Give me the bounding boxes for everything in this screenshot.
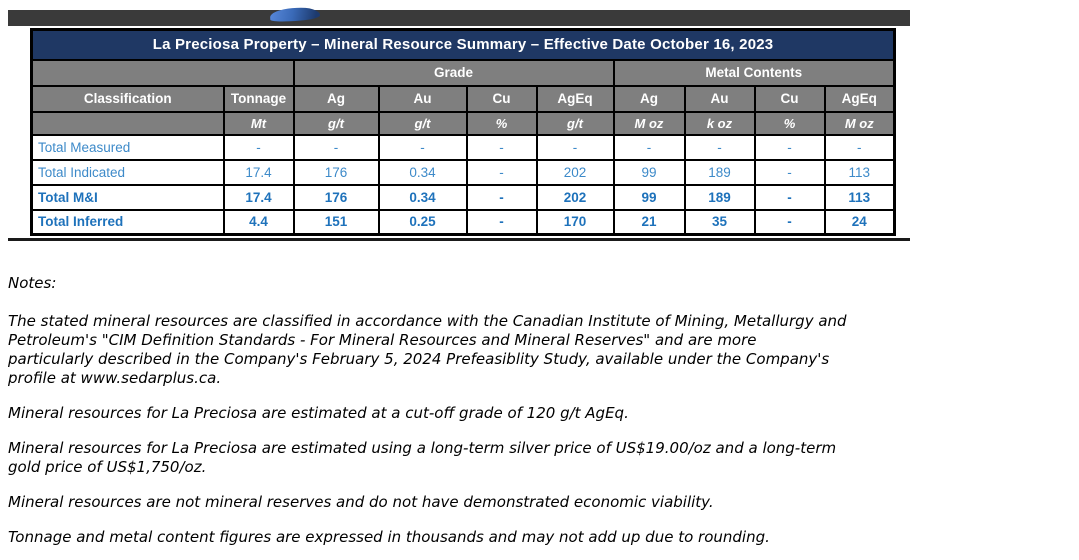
- cell-tonnage: 4.4: [222, 208, 295, 236]
- cell-grade-au: 0.34: [377, 183, 468, 211]
- cell-metal-ageq: 113: [823, 158, 896, 186]
- cell-grade-ag: -: [292, 133, 380, 161]
- header-grade-ag: Ag: [292, 84, 380, 113]
- cell-metal-au: 35: [683, 208, 756, 236]
- cell-grade-ag: 176: [292, 158, 380, 186]
- cell-grade-ageq: 202: [535, 158, 615, 186]
- unit-grade-cu: %: [465, 110, 538, 136]
- row-label: Total M&I: [30, 183, 225, 211]
- cell-tonnage: 17.4: [222, 183, 295, 211]
- horizontal-divider: [8, 238, 910, 241]
- header-tonnage: Tonnage: [222, 84, 295, 113]
- group-header-metal-contents: Metal Contents: [612, 58, 896, 87]
- cell-metal-cu: -: [753, 183, 826, 211]
- note-paragraph-economic-viability: Mineral resources are not mineral reserv…: [8, 493, 714, 511]
- cell-grade-ag: 151: [292, 208, 380, 236]
- unit-classification-empty: [30, 110, 225, 136]
- header-grade-ageq: AgEq: [535, 84, 615, 113]
- header-grade-cu: Cu: [465, 84, 538, 113]
- cell-grade-ageq: 170: [535, 208, 615, 236]
- cell-metal-cu: -: [753, 208, 826, 236]
- unit-metal-ag: M oz: [612, 110, 686, 136]
- header-grade-au: Au: [377, 84, 468, 113]
- cell-grade-au: 0.34: [377, 158, 468, 186]
- note-paragraph-cutoff-grade: Mineral resources for La Preciosa are es…: [8, 404, 629, 422]
- resource-summary-table: La Preciosa Property – Mineral Resource …: [30, 28, 897, 236]
- header-metal-cu: Cu: [753, 84, 826, 113]
- table-title-row: La Preciosa Property – Mineral Resource …: [30, 28, 896, 61]
- mineral-resource-table: La Preciosa Property – Mineral Resource …: [30, 28, 897, 236]
- cell-metal-ageq: 24: [823, 208, 896, 236]
- unit-grade-ageq: g/t: [535, 110, 615, 136]
- cell-tonnage: -: [222, 133, 295, 161]
- cell-metal-ag: 21: [612, 208, 686, 236]
- note-paragraph-metal-prices: Mineral resources for La Preciosa are es…: [8, 439, 837, 476]
- note-paragraph-cim-standards: The stated mineral resources are classif…: [8, 312, 847, 387]
- cell-metal-ag: -: [612, 133, 686, 161]
- cell-grade-cu: -: [465, 133, 538, 161]
- row-label: Total Inferred: [30, 208, 225, 236]
- cell-grade-ag: 176: [292, 183, 380, 211]
- notes-heading: Notes:: [8, 274, 57, 292]
- cell-metal-cu: -: [753, 158, 826, 186]
- header-metal-au: Au: [683, 84, 756, 113]
- note-paragraph-rounding: Tonnage and metal content figures are ex…: [8, 528, 770, 546]
- empty-group-cell: [30, 58, 295, 87]
- unit-grade-ag: g/t: [292, 110, 380, 136]
- column-group-row: Grade Metal Contents: [30, 58, 896, 87]
- row-label: Total Indicated: [30, 158, 225, 186]
- table-title: La Preciosa Property – Mineral Resource …: [30, 28, 896, 61]
- unit-metal-cu: %: [753, 110, 826, 136]
- column-header-row: Classification Tonnage Ag Au Cu AgEq Ag …: [30, 84, 896, 113]
- cell-grade-cu: -: [465, 208, 538, 236]
- cell-grade-au: -: [377, 133, 468, 161]
- table-row-total-measured: Total Measured - - - - - - - - -: [30, 133, 896, 161]
- cell-grade-au: 0.25: [377, 208, 468, 236]
- cell-grade-cu: -: [465, 183, 538, 211]
- row-label: Total Measured: [30, 133, 225, 161]
- cell-metal-ageq: 113: [823, 183, 896, 211]
- unit-metal-au: k oz: [683, 110, 756, 136]
- group-header-grade: Grade: [292, 58, 615, 87]
- unit-metal-ageq: M oz: [823, 110, 896, 136]
- cell-metal-au: -: [683, 133, 756, 161]
- table-row-total-mi: Total M&I 17.4 176 0.34 - 202 99 189 - 1…: [30, 183, 896, 211]
- unit-tonnage: Mt: [222, 110, 295, 136]
- table-row-total-indicated: Total Indicated 17.4 176 0.34 - 202 99 1…: [30, 158, 896, 186]
- header-classification: Classification: [30, 84, 225, 113]
- cell-metal-cu: -: [753, 133, 826, 161]
- cell-tonnage: 17.4: [222, 158, 295, 186]
- cell-metal-au: 189: [683, 158, 756, 186]
- cell-metal-au: 189: [683, 183, 756, 211]
- table-row-total-inferred: Total Inferred 4.4 151 0.25 - 170 21 35 …: [30, 208, 896, 236]
- notes-section: Notes: The stated mineral resources are …: [8, 274, 938, 560]
- units-row: Mt g/t g/t % g/t M oz k oz % M oz: [30, 110, 896, 136]
- cell-metal-ageq: -: [823, 133, 896, 161]
- cell-metal-ag: 99: [612, 158, 686, 186]
- unit-grade-au: g/t: [377, 110, 468, 136]
- cell-grade-cu: -: [465, 158, 538, 186]
- cell-grade-ageq: -: [535, 133, 615, 161]
- top-banner-strip: [8, 6, 910, 26]
- header-metal-ageq: AgEq: [823, 84, 896, 113]
- cell-metal-ag: 99: [612, 183, 686, 211]
- cell-grade-ageq: 202: [535, 183, 615, 211]
- header-metal-ag: Ag: [612, 84, 686, 113]
- company-logo-icon: [269, 6, 321, 23]
